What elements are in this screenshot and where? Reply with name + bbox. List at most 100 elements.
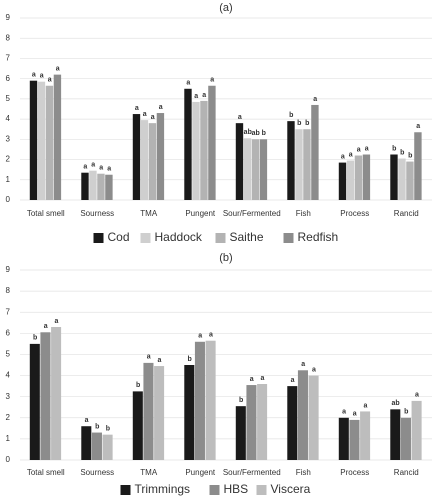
- significance-letter: a: [48, 77, 52, 84]
- bar: [338, 162, 347, 200]
- significance-letter: a: [238, 114, 242, 121]
- significance-letter: a: [416, 123, 420, 130]
- legend-swatch: [256, 485, 267, 495]
- significance-letter: b: [239, 397, 243, 404]
- significance-letter: a: [198, 333, 202, 340]
- significance-letter: b: [408, 152, 412, 159]
- y-tick-label: 4: [6, 371, 11, 380]
- bar: [243, 138, 252, 200]
- legend-label: Viscera: [271, 482, 311, 496]
- x-tick-label: Pungent: [185, 209, 216, 218]
- significance-letter: a: [349, 151, 353, 158]
- significance-letter: a: [147, 354, 151, 361]
- significance-letter: b: [400, 149, 404, 156]
- y-tick-label: 3: [6, 134, 11, 143]
- y-tick-label: 1: [6, 434, 11, 443]
- bar: [346, 160, 355, 200]
- bar: [29, 343, 40, 460]
- y-tick-label: 8: [6, 33, 11, 42]
- bar: [390, 154, 398, 200]
- legend-swatch: [283, 233, 294, 243]
- bar: [235, 406, 246, 460]
- significance-letter: a: [365, 145, 369, 152]
- significance-letter: a: [301, 361, 305, 368]
- x-tick-label: Rancid: [394, 209, 419, 218]
- significance-letter: a: [342, 409, 346, 416]
- y-tick-label: 3: [6, 392, 11, 401]
- significance-letter: b: [187, 356, 191, 363]
- significance-letter: b: [262, 130, 266, 137]
- bar: [156, 113, 165, 200]
- bar: [148, 123, 157, 200]
- significance-letter: a: [157, 357, 161, 364]
- bar: [102, 434, 113, 460]
- significance-letter: a: [99, 165, 103, 172]
- bar: [37, 81, 46, 200]
- bar: [81, 172, 89, 200]
- significance-letter: b: [289, 112, 293, 119]
- significance-letter: a: [56, 65, 60, 72]
- x-tick-label: Process: [340, 468, 369, 477]
- bar: [143, 362, 154, 460]
- significance-letter: a: [363, 402, 367, 409]
- bar: [360, 411, 371, 460]
- significance-letter: a: [353, 411, 357, 418]
- x-tick-label: TMA: [140, 468, 158, 477]
- significance-letter: a: [341, 153, 345, 160]
- x-tick-label: Sourness: [80, 468, 114, 477]
- bar: [105, 174, 113, 200]
- legend-swatch: [93, 233, 104, 243]
- bar: [287, 121, 295, 200]
- significance-letter: a: [85, 417, 89, 424]
- significance-letter: a: [313, 96, 317, 103]
- bar: [184, 365, 195, 460]
- bar: [246, 385, 257, 460]
- significance-letter: a: [250, 376, 254, 383]
- bar: [45, 85, 54, 200]
- significance-letter: a: [260, 375, 264, 382]
- y-tick-label: 7: [6, 307, 11, 316]
- bar: [257, 384, 268, 460]
- bar: [97, 173, 105, 200]
- bar: [235, 123, 244, 200]
- x-tick-label: Pungent: [185, 468, 216, 477]
- significance-letter: a: [40, 73, 44, 80]
- significance-letter: a: [107, 166, 111, 173]
- x-tick-label: Process: [340, 209, 369, 218]
- bar: [184, 88, 192, 200]
- significance-letter: a: [44, 323, 48, 330]
- significance-letter: ab: [252, 130, 260, 137]
- y-tick-label: 5: [6, 350, 11, 359]
- legend-label: Saithe: [230, 230, 264, 244]
- legend-swatch: [209, 485, 220, 495]
- significance-letter: a: [143, 111, 147, 118]
- bar: [91, 432, 102, 460]
- legend-swatch: [120, 485, 131, 495]
- x-tick-label: Rancid: [394, 468, 419, 477]
- significance-letter: ab: [392, 400, 400, 407]
- bar: [398, 158, 406, 200]
- legend-label: Cod: [108, 230, 130, 244]
- y-tick-label: 8: [6, 286, 11, 295]
- legend-label: Redfish: [298, 230, 339, 244]
- significance-letter: a: [83, 164, 87, 171]
- bar: [406, 161, 414, 200]
- bar: [251, 139, 260, 200]
- significance-letter: b: [33, 335, 37, 342]
- significance-letter: a: [151, 114, 155, 121]
- bar: [205, 340, 216, 460]
- y-tick-label: 6: [6, 328, 11, 337]
- y-tick-label: 0: [6, 455, 11, 464]
- bar: [89, 170, 97, 200]
- significance-letter: b: [404, 409, 408, 416]
- legend-label: Trimmings: [135, 482, 191, 496]
- significance-letter: a: [291, 377, 295, 384]
- bar: [362, 154, 371, 200]
- x-tick-label: Sour/Fermented: [223, 209, 281, 218]
- x-tick-label: Fish: [296, 468, 311, 477]
- y-tick-label: 4: [6, 114, 11, 123]
- chart-title: (b): [219, 252, 232, 264]
- y-tick-label: 9: [6, 13, 11, 22]
- legend-label: Haddock: [155, 230, 203, 244]
- bar: [349, 419, 360, 460]
